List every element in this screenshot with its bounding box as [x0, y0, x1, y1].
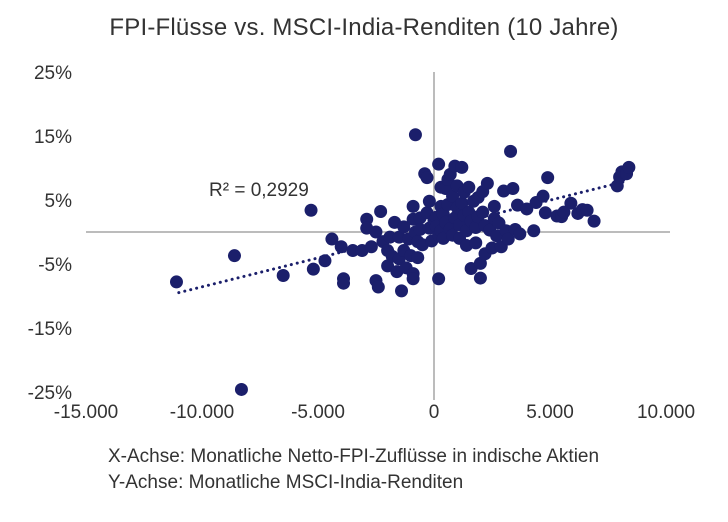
x-axis-caption: X-Achse: Monatliche Netto-FPI-Zuflüsse i… — [108, 446, 600, 467]
y-tick-label: 25% — [34, 63, 72, 84]
data-point — [501, 232, 515, 246]
data-point — [538, 206, 552, 220]
data-point — [408, 128, 422, 142]
data-point — [325, 232, 339, 246]
data-point — [622, 160, 636, 174]
data-point — [462, 180, 476, 194]
data-point — [520, 202, 534, 216]
data-point — [371, 280, 385, 294]
x-tick-label: 10.000 — [637, 402, 695, 423]
data-point — [446, 189, 460, 203]
data-point — [480, 176, 494, 190]
data-point — [374, 205, 388, 219]
data-point — [420, 171, 434, 185]
x-tick-labels: -15.000 -10.000 -5.000 0 5.000 10.000 — [54, 402, 695, 423]
data-point — [432, 157, 446, 171]
r-squared-annotation: R² = 0,2929 — [209, 180, 309, 201]
chart-title: FPI-Flüsse vs. MSCI-India-Renditen (10 J… — [109, 14, 619, 41]
data-point — [504, 144, 518, 158]
data-point — [337, 276, 351, 290]
data-point — [411, 251, 425, 265]
data-point — [455, 196, 469, 210]
data-point — [369, 225, 383, 239]
y-tick-label: 15% — [34, 127, 72, 148]
y-tick-label: 5% — [45, 191, 73, 212]
data-point — [227, 249, 241, 263]
data-point — [318, 254, 332, 268]
y-tick-label: -25% — [28, 383, 72, 404]
data-point — [381, 259, 395, 273]
data-point — [276, 269, 290, 283]
data-point — [527, 224, 541, 238]
data-point — [564, 196, 578, 210]
data-point — [487, 199, 501, 213]
data-point — [422, 194, 436, 208]
data-point — [432, 272, 446, 286]
x-tick-label: 0 — [429, 402, 440, 423]
data-point — [383, 230, 397, 244]
y-tick-label: -15% — [28, 319, 72, 340]
data-point — [469, 236, 483, 250]
data-point — [346, 244, 360, 258]
data-points — [169, 128, 636, 396]
x-tick-label: -5.000 — [291, 402, 345, 423]
data-point — [455, 160, 469, 174]
data-point — [541, 171, 555, 185]
x-tick-label: -10.000 — [170, 402, 234, 423]
x-tick-label: -15.000 — [54, 402, 118, 423]
data-point — [334, 240, 348, 254]
data-point — [587, 214, 601, 228]
data-point — [397, 220, 411, 234]
data-point — [476, 205, 490, 219]
data-point — [406, 272, 420, 286]
data-point — [169, 275, 183, 289]
data-point — [406, 199, 420, 213]
data-point — [536, 189, 550, 203]
data-point — [513, 227, 527, 241]
data-point — [234, 382, 248, 396]
data-point — [557, 205, 571, 219]
data-point — [395, 284, 409, 298]
data-point — [364, 240, 378, 254]
y-tick-labels: 25% 15% 5% -5% -15% -25% — [28, 63, 72, 404]
y-tick-label: -5% — [38, 255, 72, 276]
data-point — [473, 271, 487, 285]
data-point — [304, 203, 318, 217]
data-point — [306, 262, 320, 276]
data-point — [360, 212, 374, 226]
x-tick-label: 5.000 — [526, 402, 574, 423]
data-point — [473, 256, 487, 270]
data-point — [580, 203, 594, 217]
y-axis-caption: Y-Achse: Monatliche MSCI-India-Renditen — [108, 472, 464, 493]
data-point — [506, 181, 520, 195]
